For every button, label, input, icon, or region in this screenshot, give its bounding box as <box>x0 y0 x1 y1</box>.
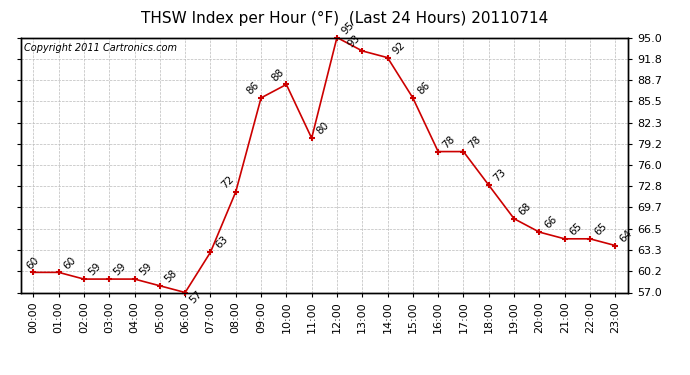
Text: 65: 65 <box>567 221 584 237</box>
Text: 60: 60 <box>25 255 41 271</box>
Text: 60: 60 <box>61 255 78 271</box>
Text: 59: 59 <box>87 261 104 278</box>
Text: 78: 78 <box>466 134 483 150</box>
Text: 59: 59 <box>112 261 128 278</box>
Text: 80: 80 <box>315 120 331 137</box>
Text: 93: 93 <box>346 33 362 50</box>
Text: 72: 72 <box>219 174 235 190</box>
Text: Copyright 2011 Cartronics.com: Copyright 2011 Cartronics.com <box>23 43 177 52</box>
Text: 58: 58 <box>163 268 179 284</box>
Text: 92: 92 <box>391 40 407 56</box>
Text: 95: 95 <box>339 20 356 36</box>
Text: 64: 64 <box>618 228 635 244</box>
Text: 68: 68 <box>517 201 533 217</box>
Text: 65: 65 <box>593 221 609 237</box>
Text: 86: 86 <box>244 80 261 96</box>
Text: 73: 73 <box>491 167 508 184</box>
Text: 88: 88 <box>270 67 286 83</box>
Text: 63: 63 <box>213 234 230 251</box>
Text: 66: 66 <box>542 214 559 231</box>
Text: 59: 59 <box>137 261 154 278</box>
Text: 78: 78 <box>441 134 457 150</box>
Text: 57: 57 <box>188 288 204 305</box>
Text: 86: 86 <box>415 80 432 96</box>
Text: THSW Index per Hour (°F)  (Last 24 Hours) 20110714: THSW Index per Hour (°F) (Last 24 Hours)… <box>141 11 549 26</box>
